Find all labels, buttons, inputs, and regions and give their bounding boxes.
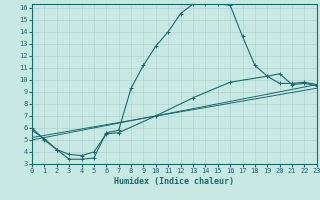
X-axis label: Humidex (Indice chaleur): Humidex (Indice chaleur) [115,177,234,186]
